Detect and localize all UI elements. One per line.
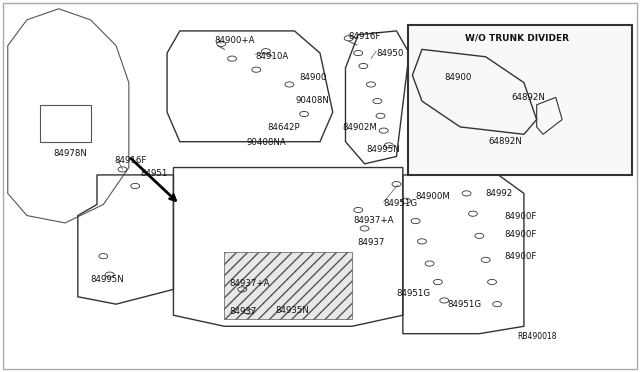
Text: 84951G: 84951G bbox=[396, 289, 431, 298]
Text: 84951G: 84951G bbox=[384, 199, 418, 208]
Text: 84935N: 84935N bbox=[275, 306, 309, 315]
Text: 84950: 84950 bbox=[376, 49, 403, 58]
Text: 90408N: 90408N bbox=[296, 96, 330, 105]
Text: 84900+A: 84900+A bbox=[215, 36, 255, 45]
Text: 84900: 84900 bbox=[300, 73, 327, 82]
Text: 84902M: 84902M bbox=[342, 123, 377, 132]
Text: 84937+A: 84937+A bbox=[230, 279, 270, 288]
Text: 84937: 84937 bbox=[230, 307, 257, 316]
Text: 84951G: 84951G bbox=[447, 301, 481, 310]
Text: RB490018: RB490018 bbox=[518, 332, 557, 341]
Text: 84937+A: 84937+A bbox=[354, 216, 394, 225]
Polygon shape bbox=[225, 253, 352, 319]
Bar bbox=[408, 25, 632, 175]
Text: W/O TRUNK DIVIDER: W/O TRUNK DIVIDER bbox=[465, 34, 570, 43]
Text: 84900F: 84900F bbox=[505, 253, 537, 262]
Text: 84937: 84937 bbox=[357, 238, 385, 247]
Text: 84995N: 84995N bbox=[366, 145, 399, 154]
Text: 84900: 84900 bbox=[444, 73, 472, 82]
Text: 84995N: 84995N bbox=[91, 275, 124, 283]
Text: 84992: 84992 bbox=[486, 189, 513, 198]
Text: 90408NA: 90408NA bbox=[246, 138, 287, 147]
Text: 64892N: 64892N bbox=[511, 93, 545, 102]
Text: 84900M: 84900M bbox=[415, 192, 451, 201]
Text: 84978N: 84978N bbox=[54, 149, 88, 158]
Text: 64892N: 64892N bbox=[489, 137, 523, 146]
Text: 84900F: 84900F bbox=[505, 230, 537, 239]
Text: 84916F: 84916F bbox=[115, 157, 147, 166]
Text: 84642P: 84642P bbox=[268, 123, 300, 132]
Text: 84951: 84951 bbox=[140, 169, 168, 179]
Text: 84910A: 84910A bbox=[255, 52, 288, 61]
Text: 84916F: 84916F bbox=[349, 32, 381, 41]
Text: 84900F: 84900F bbox=[505, 212, 537, 221]
